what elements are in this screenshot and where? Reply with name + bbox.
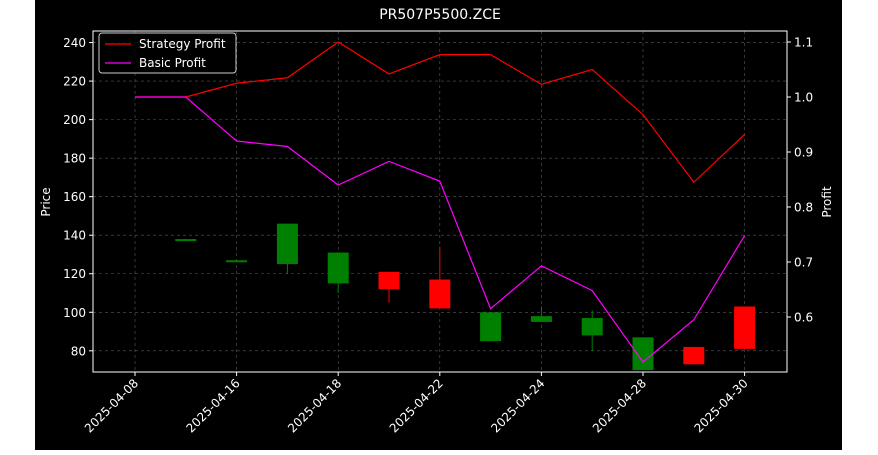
x-tick-label: 2025-04-16 (184, 376, 243, 435)
x-tick-label: 2025-04-18 (285, 376, 344, 435)
strategy-profit-line (135, 41, 746, 184)
grid-lines (93, 31, 787, 372)
candle-body (175, 239, 197, 242)
right-tick-label: 0.9 (794, 146, 813, 160)
y-axis-label-left: Price (39, 187, 53, 216)
x-tick-label: 2025-04-28 (590, 376, 649, 435)
left-tick-label: 200 (63, 113, 86, 127)
x-tick-label: 2025-04-22 (387, 376, 446, 435)
candle-body (632, 337, 654, 371)
candle-body (327, 252, 349, 284)
candles (175, 223, 756, 371)
candle-body (378, 271, 400, 290)
candle-body (530, 316, 552, 322)
left-tick-label: 80 (71, 344, 86, 358)
legend: Strategy Profit Basic Profit (98, 32, 237, 74)
candle-body (276, 223, 298, 265)
left-tick-label: 160 (63, 190, 86, 204)
right-axis-ticks: 0.6 0.7 0.8 0.9 1.0 1.1 (787, 36, 813, 325)
candle-body (226, 260, 248, 263)
candle-body (581, 318, 603, 336)
x-tick-label: 2025-04-24 (488, 376, 547, 435)
right-tick-label: 0.7 (794, 256, 813, 270)
left-tick-label: 120 (63, 267, 86, 281)
left-tick-label: 180 (63, 152, 86, 166)
left-tick-label: 140 (63, 229, 86, 243)
candle-body (683, 346, 705, 365)
profit-lines (135, 41, 746, 363)
x-tick-label: 2025-04-08 (82, 376, 141, 435)
y-axis-label-right: Profit (820, 186, 834, 218)
candle-body (734, 306, 756, 349)
chart-figure: PR507P5500.ZCE 80 100 120 140 160 180 200 220 24… (35, 0, 842, 450)
right-tick-label: 1.0 (794, 91, 813, 105)
legend-label-basic: Basic Profit (139, 56, 206, 70)
legend-label-strategy: Strategy Profit (139, 37, 226, 51)
candle-body (429, 279, 451, 309)
candle-body (480, 312, 502, 342)
right-tick-label: 1.1 (794, 36, 813, 50)
x-axis-ticks: 2025-04-08 2025-04-16 2025-04-18 2025-04-22… (82, 372, 751, 435)
left-tick-label: 240 (63, 36, 86, 50)
chart-svg: PR507P5500.ZCE 80 100 120 140 160 180 200 220 24… (39, 7, 834, 435)
chart-title: PR507P5500.ZCE (379, 7, 501, 23)
x-tick-label: 2025-04-30 (692, 376, 751, 435)
left-tick-label: 100 (63, 306, 86, 320)
right-tick-label: 0.8 (794, 201, 813, 215)
legend-box (98, 32, 237, 74)
right-tick-label: 0.6 (794, 311, 813, 325)
basic-profit-line (135, 96, 746, 363)
left-tick-label: 220 (63, 75, 86, 89)
left-axis-ticks: 80 100 120 140 160 180 200 220 240 (63, 36, 93, 358)
